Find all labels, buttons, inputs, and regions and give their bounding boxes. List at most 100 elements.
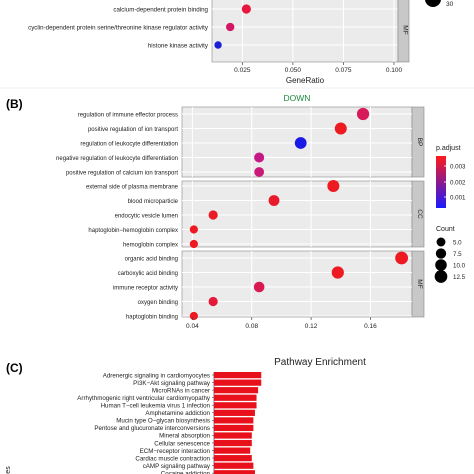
panel-b-point	[254, 167, 265, 177]
panel-c-bar	[214, 387, 259, 394]
panel-c-bar	[214, 470, 255, 474]
panel-b-x-tick-label: 0.04	[186, 323, 199, 330]
panel-b-point	[253, 281, 265, 293]
panel-b-point	[268, 195, 280, 206]
panel-c-category-label: Amphetamine addiction	[145, 410, 210, 417]
panel-b-facet-strip	[411, 106, 425, 178]
panel-b-title: DOWN	[284, 93, 311, 103]
panel-b-term-label: immune receptor activity	[113, 285, 178, 291]
panel-b-facet-label: CC	[416, 209, 423, 219]
panel-c-category-label: ECM−receptor interaction	[140, 448, 211, 455]
panel-c-bar	[214, 409, 255, 416]
panel-b-color-legend-title: p.adjust	[436, 145, 461, 152]
panel-a-facet-strip	[397, 0, 410, 63]
panel-a-x-tick-label: 0.075	[335, 67, 352, 74]
panel-b-point	[294, 137, 307, 149]
panel-b-size-legend-label: 12.5	[453, 274, 466, 281]
panel-b-point	[356, 107, 370, 121]
panel-a-size-legend-dot	[425, 0, 441, 7]
panel-c-category-label: Human T−cell leukemia virus 1 infection	[101, 403, 211, 410]
panel-a-point	[226, 22, 235, 32]
panel-b-facet-strip	[411, 250, 425, 318]
panel-c-bar	[214, 417, 254, 424]
panel-b-size-legend-title: Count	[436, 226, 455, 233]
panel-c-category-label: Arrhythmogenic right ventricular cardiom…	[77, 395, 211, 402]
panel-b-point	[331, 266, 344, 279]
panel-a-point	[241, 4, 251, 14]
panel-a-term-label: histone kinase activity	[148, 43, 209, 50]
panel-b-term-label: organic acid binding	[125, 256, 178, 262]
panel-b-point	[189, 239, 198, 249]
panel-c-bar	[214, 455, 252, 462]
panel-b-term-label: haptoglobin binding	[126, 314, 178, 320]
panel-c-bar	[214, 379, 262, 386]
panel-a-term-label: cyclin-dependent protein serine/threonin…	[28, 25, 209, 32]
panel-b-term-label: blood microparticle	[128, 199, 179, 205]
panel-b-facet-bg	[181, 180, 413, 248]
panel-b-facet-label: BP	[416, 138, 423, 147]
panel-a-point	[214, 41, 222, 49]
panel-b-facet-strip	[411, 180, 425, 248]
panel-c-category-label: Mineral absorption	[159, 433, 210, 440]
panel-b-term-label: carboxylic acid binding	[118, 271, 178, 277]
panel-c-bar	[214, 424, 254, 432]
panel-b-label: (B)	[6, 97, 23, 111]
panel-b-term-label: regulation of leukocyte differentiation	[80, 141, 178, 147]
panel-a-facet-label: MF	[402, 25, 409, 34]
panel-b-x-tick-label: 0.12	[305, 323, 318, 330]
panel-b-facet-bg	[181, 250, 413, 318]
panel-b-point	[254, 152, 265, 163]
panel-b-point	[334, 122, 347, 135]
panel-c-category-label: Cocaine addiction	[161, 470, 211, 474]
panel-b-size-legend-dot	[435, 259, 447, 271]
panel-a-x-tick-label: 0.025	[234, 67, 251, 74]
panel-c-category-label: Adrenergic signaling in cardiomyocytes	[103, 372, 210, 379]
panel-c-bar	[214, 439, 252, 447]
panel-b-size-legend-dot	[435, 248, 447, 259]
panel-b-point	[208, 296, 218, 307]
panel-c-category-label: PI3K−Akt signaling pathway	[133, 380, 211, 387]
panel-b-point	[395, 251, 409, 265]
panel-c-bar	[214, 462, 254, 469]
panel-b-term-label: oxygen binding	[138, 300, 178, 306]
panel-c-bar	[214, 402, 257, 409]
panel-c-bar	[214, 447, 251, 454]
panel-a-x-tick-label: 0.050	[285, 67, 302, 74]
panel-b-term-label: external side of plasma membrane	[86, 184, 179, 190]
panel-c-category-label: cAMP signaling pathway	[143, 463, 211, 470]
panel-b-term-label: positive regulation of calcium ion trans…	[66, 170, 178, 176]
panel-b-point	[327, 179, 340, 193]
panel-a-term-label: calcium-dependent protein binding	[113, 7, 208, 14]
panel-b-size-legend-label: 5.0	[453, 240, 462, 247]
panel-b-size-legend-label: 7.5	[453, 251, 462, 258]
panel-b-color-tick-label: 0.001	[450, 195, 466, 202]
panel-b-facet-label: MF	[416, 279, 423, 288]
panel-b-term-label: endocytic vesicle lumen	[115, 213, 178, 219]
panel-c-category-label: MicroRNAs in cancer	[152, 387, 210, 394]
panel-a-x-axis-title: GeneRatio	[286, 76, 325, 85]
panel-c-title: Pathway Enrichment	[274, 357, 366, 368]
panel-c-category-label: Pentose and glucuronate interconversions	[94, 425, 210, 432]
panel-c: Pathway Enrichment es Adrenergic signaling…	[5, 357, 454, 474]
panel-a-size-legend-label: 30	[446, 1, 454, 8]
panel-b-x-tick-label: 0.16	[364, 323, 377, 330]
panel-b-x-tick-label: 0.08	[245, 323, 258, 330]
panel-b-term-label: haptoglobin−hemoglobin complex	[88, 228, 178, 234]
panel-a: calcium-dependent protein binding cyclin-…	[0, 0, 474, 89]
panel-c-category-label: Cardiac muscle contraction	[135, 455, 210, 462]
panel-b-size-legend-dot	[436, 237, 446, 247]
panel-c-bar	[214, 372, 262, 379]
panel-b: DOWN BP regulation of immune effector proc…	[56, 93, 466, 330]
panel-b-term-label: regulation of immune effector process	[78, 112, 178, 118]
panel-b-term-label: positive regulation of ion transport	[88, 127, 178, 133]
panel-b-color-bar	[436, 156, 446, 208]
panel-c-label: (C)	[6, 361, 23, 375]
panel-c-bar	[214, 394, 257, 401]
panel-b-term-label: hemoglobin complex	[123, 242, 178, 248]
panel-b-size-legend-dot	[434, 270, 448, 283]
panel-c-bar	[214, 432, 252, 439]
panel-b-point	[189, 311, 198, 321]
panel-c-y-axis-title: es	[5, 466, 12, 474]
panel-b-size-legend-label: 10.0	[453, 263, 466, 270]
panel-b-term-label: negative regulation of leukocyte differe…	[56, 156, 178, 162]
